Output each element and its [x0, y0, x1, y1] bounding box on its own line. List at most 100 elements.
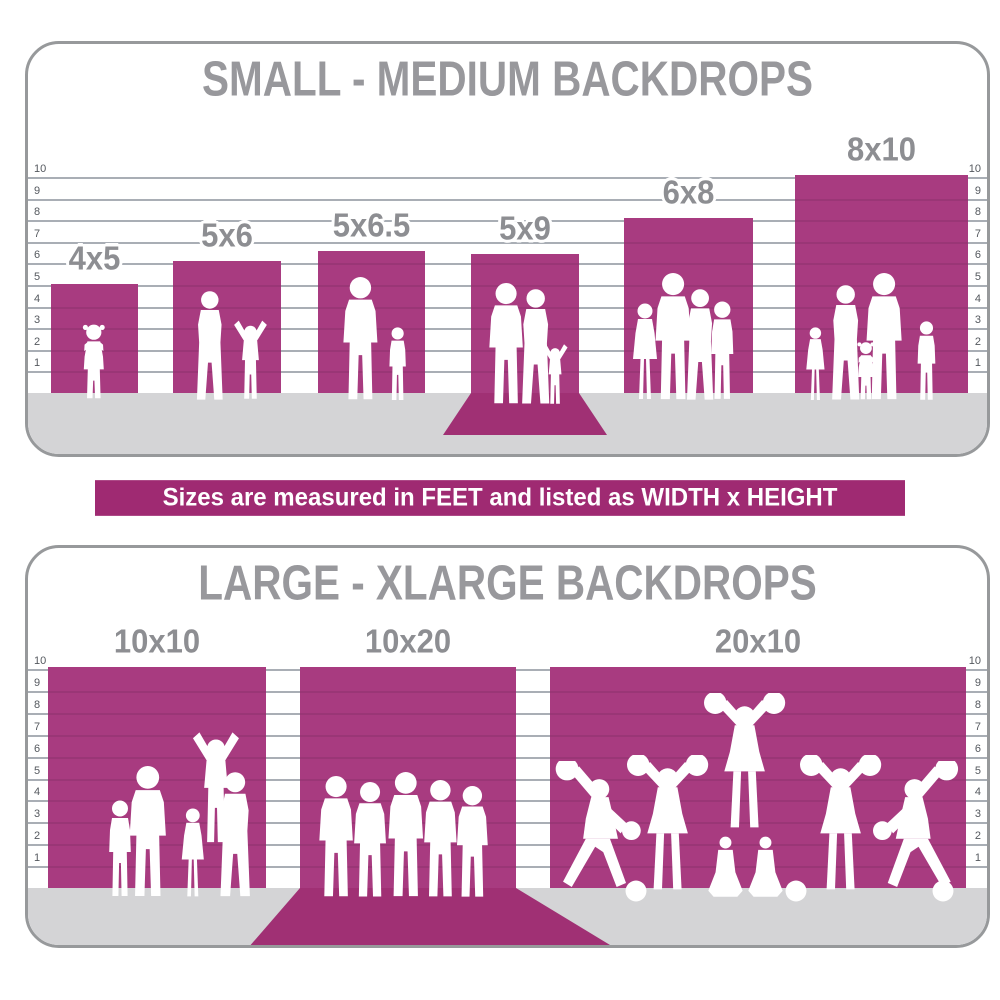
scale-tick-left-4: 4: [34, 786, 41, 799]
backdrop-stripe: [173, 328, 281, 331]
backdrop-stripe: [318, 263, 425, 266]
backdrop-stripe: [300, 756, 516, 759]
backdrop-stripe: [48, 712, 266, 715]
backdrop-stripe: [550, 778, 966, 781]
gridline-9ft: [28, 198, 987, 201]
backdrop-stripe: [318, 349, 425, 352]
backdrop-size-label-10x20: 10x20: [364, 622, 452, 660]
figure-woman: [828, 285, 863, 403]
figure-boy: [915, 321, 938, 403]
panel-title-large-xlarge: LARGE - XLARGE BACKDROPS: [198, 556, 817, 611]
backdrop-stripe: [48, 756, 266, 759]
figure-woman: [518, 289, 553, 407]
figure-cheerleader-lunge-right: [873, 761, 959, 895]
scale-tick-right-10: 10: [968, 655, 981, 667]
backdrop-stripe: [173, 306, 281, 309]
backdrop-stripe: [795, 241, 968, 244]
figure-cheerleader: [800, 755, 882, 895]
figure-sitting-cheerleader: [707, 834, 744, 900]
figure-man: [651, 273, 695, 403]
scale-tick-right-4: 4: [974, 292, 981, 305]
backdrop-stripe: [173, 371, 281, 374]
scale-tick-right-5: 5: [974, 271, 981, 283]
scale-tick-right-10: 10: [968, 163, 981, 175]
figure-cheerleader-flyer: [704, 693, 786, 833]
backdrop-stripe: [48, 734, 266, 737]
figure-man: [485, 283, 527, 407]
scale-tick-right-8: 8: [974, 698, 981, 711]
scale-tick-left-6: 6: [34, 249, 41, 262]
gridline-8ft: [28, 220, 987, 223]
backdrop-stripe: [300, 712, 516, 715]
backdrop-size-label-5x9: 5x9: [499, 209, 551, 247]
backdrop-stripe: [48, 690, 266, 693]
scale-tick-right-7: 7: [974, 720, 981, 733]
backdrop-5x6.5: [318, 251, 425, 393]
scale-tick-left-5: 5: [34, 764, 41, 777]
scale-tick-left-2: 2: [34, 335, 41, 348]
scale-tick-left-9: 9: [34, 676, 41, 689]
figure-boy: [708, 301, 737, 403]
backdrop-stripe: [550, 734, 966, 737]
backdrop-stripe: [550, 690, 966, 693]
scale-tick-right-5: 5: [974, 764, 981, 777]
scale-tick-right-9: 9: [974, 676, 981, 689]
backdrop-stripe: [550, 844, 966, 847]
backdrop-stripe: [471, 306, 579, 309]
figure-man: [315, 776, 357, 900]
figure-girl: [179, 808, 207, 900]
scale-tick-left-3: 3: [34, 314, 41, 327]
backdrop-stripe: [51, 306, 138, 309]
gridline-7ft: [28, 241, 987, 244]
scale-tick-left-4: 4: [34, 292, 41, 305]
backdrop-stripe: [173, 349, 281, 352]
scale-tick-left-7: 7: [34, 720, 41, 733]
backdrop-stripe: [624, 349, 753, 352]
backdrop-size-label-4x5: 4x5: [68, 239, 121, 277]
backdrop-stripe: [550, 800, 966, 803]
scale-tick-right-4: 4: [974, 786, 981, 799]
scale-tick-right-2: 2: [974, 830, 981, 843]
backdrop-size-label-8x10: 8x10: [847, 130, 916, 168]
figure-girl: [804, 327, 827, 403]
figure-pompom: [625, 880, 647, 902]
figure-woman: [683, 289, 717, 403]
backdrop-stripe: [624, 285, 753, 287]
scale-tick-right-1: 1: [974, 852, 981, 865]
figure-woman: [216, 772, 254, 900]
figure-man: [420, 780, 461, 900]
backdrop-stripe: [318, 285, 425, 287]
backdrop-stripe: [795, 263, 968, 266]
figure-boy: [106, 800, 134, 900]
scale-tick-right-8: 8: [974, 206, 981, 219]
figure-boy: [387, 327, 408, 403]
figure-man: [862, 273, 906, 403]
scale-tick-right-1: 1: [974, 357, 981, 370]
figure-child-arms-up: [232, 319, 269, 403]
scale-tick-left-5: 5: [34, 271, 41, 283]
figure-toddler: [856, 341, 876, 403]
scale-tick-left-10: 10: [34, 163, 47, 175]
backdrop-stripe: [795, 220, 968, 223]
scale-tick-left-10: 10: [34, 655, 47, 667]
backdrop-size-label-10x10: 10x10: [113, 622, 201, 660]
figure-man: [384, 772, 428, 900]
backdrop-stripe: [300, 734, 516, 737]
panel-large-xlarge: LARGE - XLARGE BACKDROPS 1 1 2 2 3 3 4 4 5 5 6 6 7 7 8…: [25, 545, 990, 948]
backdrop-stripe: [318, 371, 425, 374]
figure-pompom: [785, 880, 807, 902]
scale-tick-left-6: 6: [34, 742, 41, 755]
backdrop-size-label-20x10: 20x10: [714, 622, 802, 660]
figure-man: [339, 277, 382, 403]
backdrop-stripe: [624, 241, 753, 244]
scale-tick-left-1: 1: [34, 852, 41, 865]
scale-tick-right-6: 6: [974, 249, 981, 262]
backdrop-stripe: [300, 866, 516, 869]
backdrop-stripe: [795, 198, 968, 201]
figure-toddler: [81, 323, 107, 403]
figure-cheerleader: [627, 755, 709, 895]
backdrop-stripe: [300, 690, 516, 693]
backdrop-size-label-5x6: 5x6: [201, 216, 253, 254]
scale-tick-right-7: 7: [974, 227, 981, 240]
figure-man: [125, 766, 171, 900]
